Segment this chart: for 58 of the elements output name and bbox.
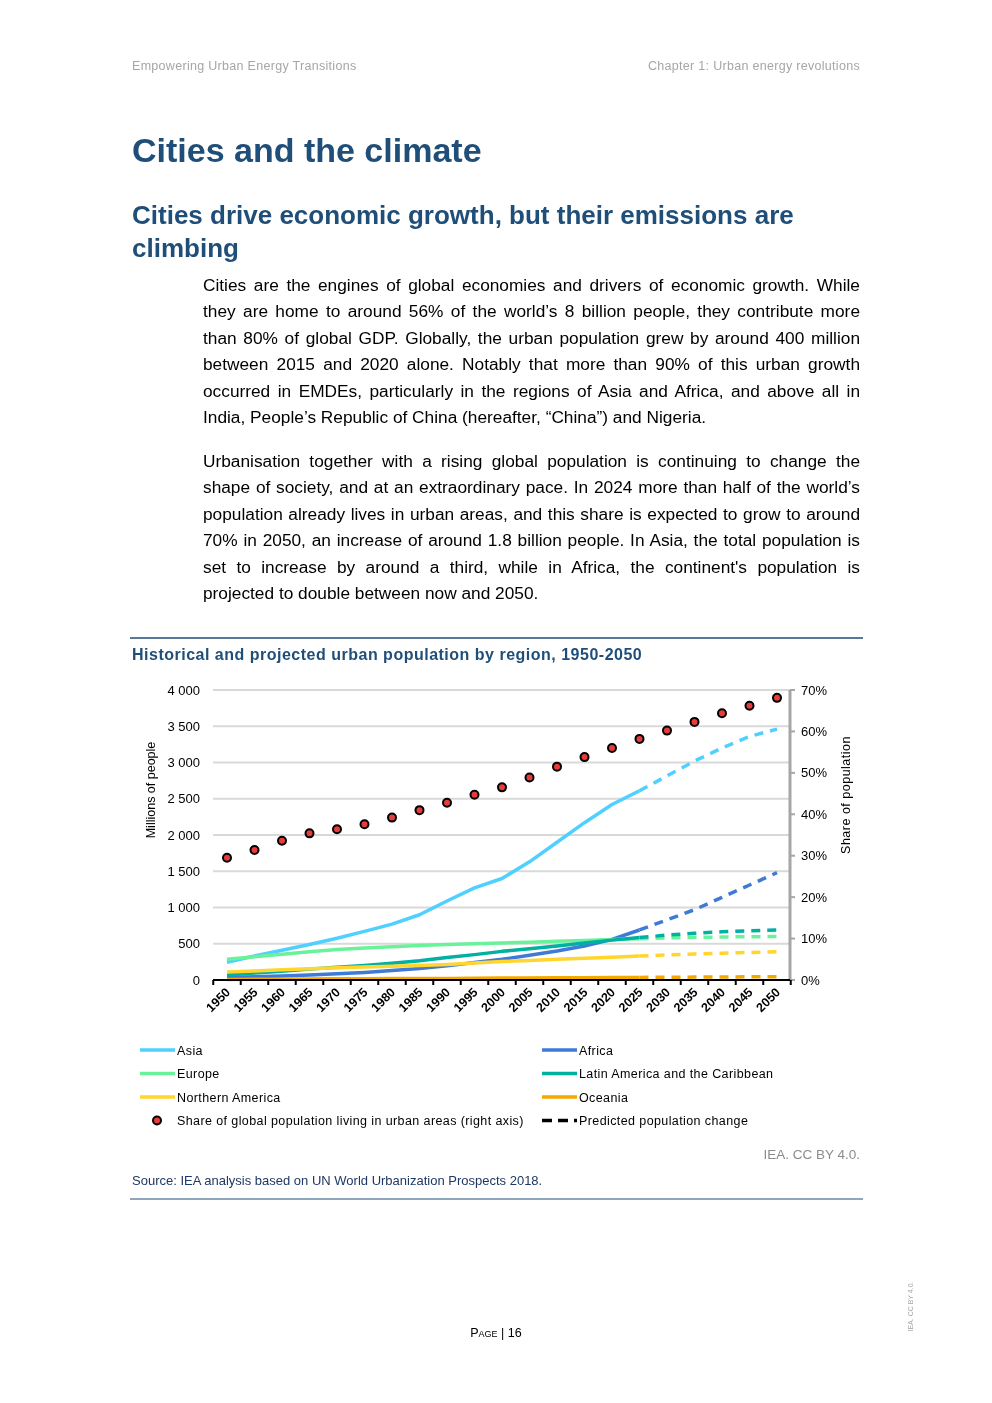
y2-tick-label: 50% xyxy=(801,765,828,781)
point xyxy=(717,708,727,719)
point xyxy=(414,805,425,816)
text: Predicted population change xyxy=(579,1114,749,1128)
y2-tick-label: 30% xyxy=(801,848,828,864)
text: Chapter 1: Urban energy revolutions xyxy=(647,59,860,73)
point xyxy=(332,824,342,835)
source-note: Source: IEA analysis based on UN World Urbanization Prospects 2018. xyxy=(132,1173,543,1188)
text: Page | 16 xyxy=(470,1326,522,1340)
y2-tick-label: 40% xyxy=(801,806,828,822)
y-tick-label: 2 000 xyxy=(167,827,200,843)
point xyxy=(634,733,645,744)
y-tick-label: 4 000 xyxy=(167,682,200,698)
chart-title: Historical and projected urban population by region, 1950-2050 xyxy=(132,646,643,663)
legend-label: Oceania xyxy=(579,1090,629,1105)
point xyxy=(442,797,452,808)
point xyxy=(277,835,287,846)
point xyxy=(689,716,700,727)
point xyxy=(304,828,315,839)
y2-tick-label: 0% xyxy=(801,972,821,988)
point xyxy=(552,761,562,772)
text: Empowering Urban Energy Transitions xyxy=(132,59,357,73)
point xyxy=(744,700,755,711)
legend-label: Europe xyxy=(177,1067,220,1081)
y2-tick-label: 10% xyxy=(801,931,828,947)
legend-label: Share of global population living in urban areas (right axis) xyxy=(177,1114,524,1128)
point xyxy=(359,819,370,830)
y-tick-label: 0 xyxy=(192,972,200,988)
y-tick-label: 1 500 xyxy=(167,863,200,879)
y-tick-label: 500 xyxy=(178,936,200,952)
y2-tick-label: 20% xyxy=(801,889,828,905)
point xyxy=(249,844,260,855)
y2-axis-title: Share of population xyxy=(839,736,853,854)
legend-label: Latin America and the Caribbean xyxy=(579,1067,774,1081)
point xyxy=(662,725,672,736)
y-axis-title: Millions of people xyxy=(144,741,158,839)
legend-label: Northern America xyxy=(177,1090,281,1105)
y-tick-label: 1 000 xyxy=(167,900,200,915)
point xyxy=(772,692,782,703)
point xyxy=(524,772,535,783)
point xyxy=(222,852,232,863)
y2-tick-label: 70% xyxy=(801,682,828,698)
text: Urbanisation together with a rising global population is continuing to change the shape of society, and at an extraordinary pace. In 2024 more than half of the world’s population already lives in urban areas, and this share is expected to grow to around 70% in 2050, an increase of around 1.8 billion people. In Asia, the total population is set to increase by around a third, while in Africa, the continent's population is projected to double between now and 2050. xyxy=(203,450,860,606)
legend-label: Africa xyxy=(579,1043,614,1058)
point xyxy=(579,752,590,763)
y2-tick-label: 60% xyxy=(801,723,828,739)
point xyxy=(607,743,617,753)
point xyxy=(387,812,397,823)
text: Cities and the climate xyxy=(132,131,482,170)
point xyxy=(469,789,480,800)
y-tick-label: 2 500 xyxy=(167,791,200,807)
text: Cities are the engines of global economies and drivers of economic growth. While they are home to around 56% of the world’s 8 billion people, they contribute more than 80% of global GDP. Globally, the urban population grew by around 400 million between 2015 and 2020 alone. Notably that more than 90% of this urban growth occurred in EMDEs, particularly in the regions of Asia and Africa, and above all in India, People’s Republic of China (hereafter, “China”) and Nigeria. xyxy=(203,274,860,430)
text: Cities drive economic growth, but their emissions are climbing xyxy=(132,199,795,265)
y-tick-label: 3 000 xyxy=(167,755,200,770)
y-tick-label: 3 500 xyxy=(167,718,200,734)
text: IEA. CC BY 4.0. xyxy=(763,1147,860,1162)
point xyxy=(497,782,507,793)
legend-label: Asia xyxy=(177,1043,203,1058)
